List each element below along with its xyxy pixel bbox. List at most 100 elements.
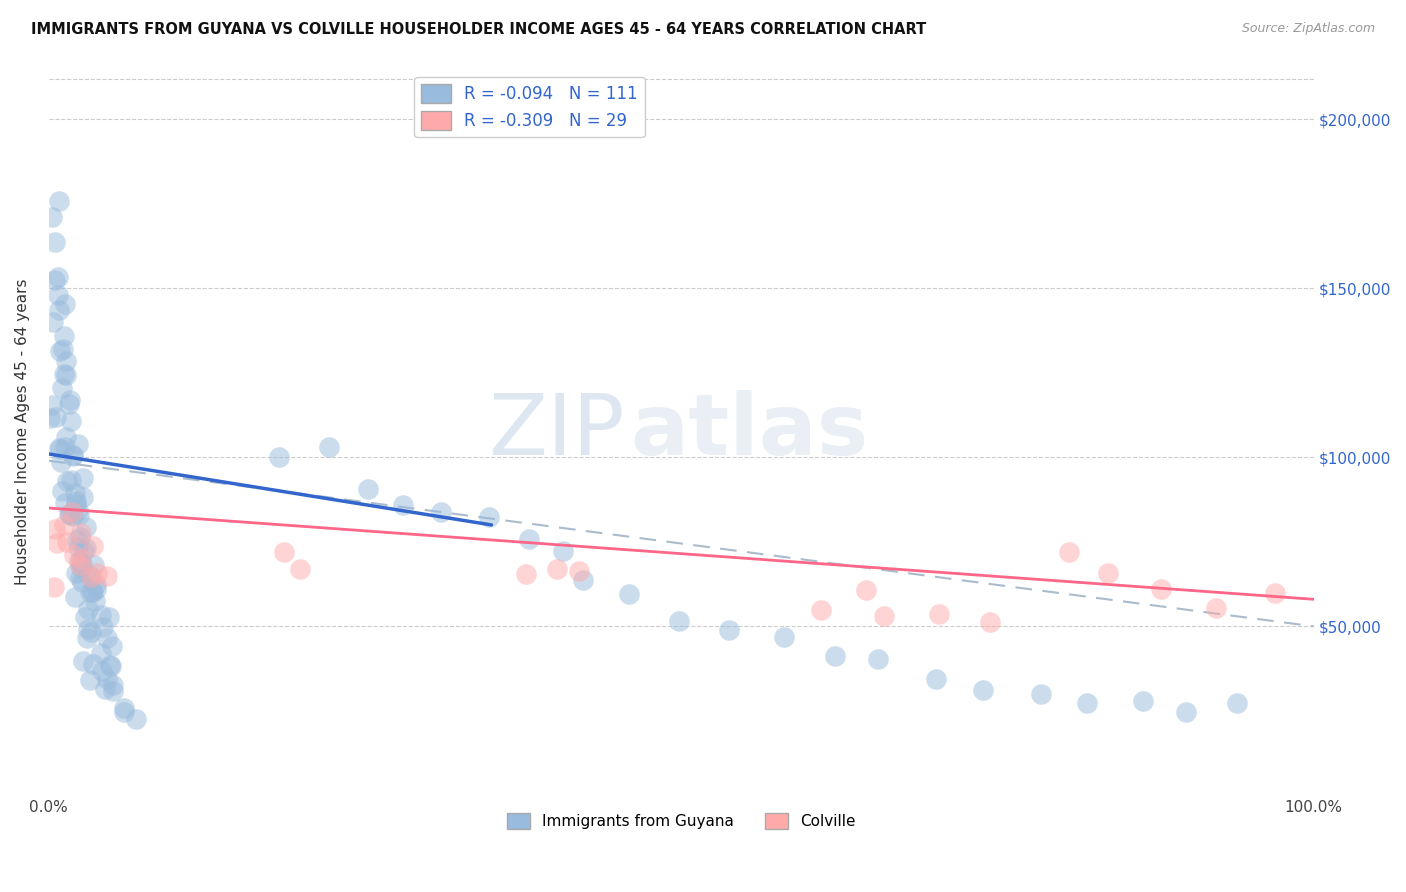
Point xyxy=(41,398,63,412)
Point xyxy=(70,574,93,589)
Point xyxy=(478,510,501,524)
Point xyxy=(1057,545,1080,559)
Point xyxy=(62,449,84,463)
Text: Source: ZipAtlas.com: Source: ZipAtlas.com xyxy=(1241,22,1375,36)
Point xyxy=(53,367,76,381)
Point xyxy=(273,544,295,558)
Point xyxy=(86,582,108,596)
Point xyxy=(62,549,84,563)
Point xyxy=(79,585,101,599)
Point xyxy=(112,706,135,720)
Point xyxy=(94,682,117,697)
Point xyxy=(70,552,93,566)
Point xyxy=(53,496,76,510)
Point xyxy=(82,540,104,554)
Point xyxy=(1264,586,1286,600)
Point xyxy=(84,577,107,591)
Point xyxy=(52,343,75,357)
Point xyxy=(69,571,91,585)
Point xyxy=(55,429,77,443)
Point xyxy=(58,508,80,522)
Point xyxy=(1076,696,1098,710)
Text: ZIP: ZIP xyxy=(488,391,624,474)
Point xyxy=(49,442,72,456)
Point xyxy=(52,329,75,343)
Point xyxy=(63,590,86,604)
Point xyxy=(83,558,105,572)
Point xyxy=(48,302,70,317)
Point xyxy=(553,543,575,558)
Point xyxy=(41,210,63,224)
Point xyxy=(824,649,846,664)
Point xyxy=(73,544,96,558)
Point xyxy=(70,557,93,571)
Point xyxy=(356,482,378,496)
Point xyxy=(56,534,79,549)
Point xyxy=(76,631,98,645)
Point xyxy=(67,554,90,568)
Point xyxy=(100,639,122,653)
Point xyxy=(98,610,121,624)
Point xyxy=(517,532,540,546)
Point xyxy=(717,623,740,637)
Point xyxy=(39,410,62,425)
Point xyxy=(79,673,101,687)
Point xyxy=(66,437,89,451)
Point xyxy=(515,566,537,581)
Point xyxy=(572,573,595,587)
Point xyxy=(76,601,98,615)
Point xyxy=(82,584,104,599)
Point xyxy=(46,270,69,285)
Point xyxy=(48,194,70,208)
Point xyxy=(55,474,77,488)
Point xyxy=(668,614,690,628)
Point xyxy=(62,448,84,462)
Point xyxy=(1174,706,1197,720)
Point xyxy=(65,494,87,508)
Point xyxy=(101,678,124,692)
Point xyxy=(267,450,290,465)
Point xyxy=(67,508,90,523)
Point xyxy=(928,607,950,622)
Point xyxy=(773,630,796,644)
Point xyxy=(96,631,118,645)
Point xyxy=(59,508,82,522)
Point xyxy=(44,235,66,249)
Point xyxy=(75,520,97,534)
Point xyxy=(65,497,87,511)
Point xyxy=(82,584,104,599)
Point xyxy=(80,625,103,640)
Point xyxy=(66,540,89,554)
Point xyxy=(75,610,97,624)
Point xyxy=(82,657,104,671)
Point xyxy=(70,560,93,574)
Point xyxy=(873,609,896,624)
Point xyxy=(55,368,77,382)
Point xyxy=(90,646,112,660)
Point xyxy=(112,701,135,715)
Point xyxy=(58,396,80,410)
Point xyxy=(855,582,877,597)
Point xyxy=(1226,697,1249,711)
Point xyxy=(429,505,451,519)
Point xyxy=(810,602,832,616)
Point xyxy=(86,566,108,580)
Point xyxy=(53,440,76,454)
Point xyxy=(49,455,72,469)
Point xyxy=(70,526,93,541)
Point xyxy=(63,485,86,500)
Point xyxy=(75,541,97,555)
Point xyxy=(46,536,69,550)
Point xyxy=(65,566,87,580)
Point xyxy=(60,414,83,428)
Point xyxy=(1097,566,1119,580)
Point xyxy=(546,562,568,576)
Point xyxy=(72,654,94,668)
Point xyxy=(100,658,122,673)
Point xyxy=(49,343,72,358)
Point xyxy=(568,564,591,578)
Point xyxy=(72,471,94,485)
Point xyxy=(124,712,146,726)
Point xyxy=(59,392,82,407)
Point xyxy=(46,288,69,302)
